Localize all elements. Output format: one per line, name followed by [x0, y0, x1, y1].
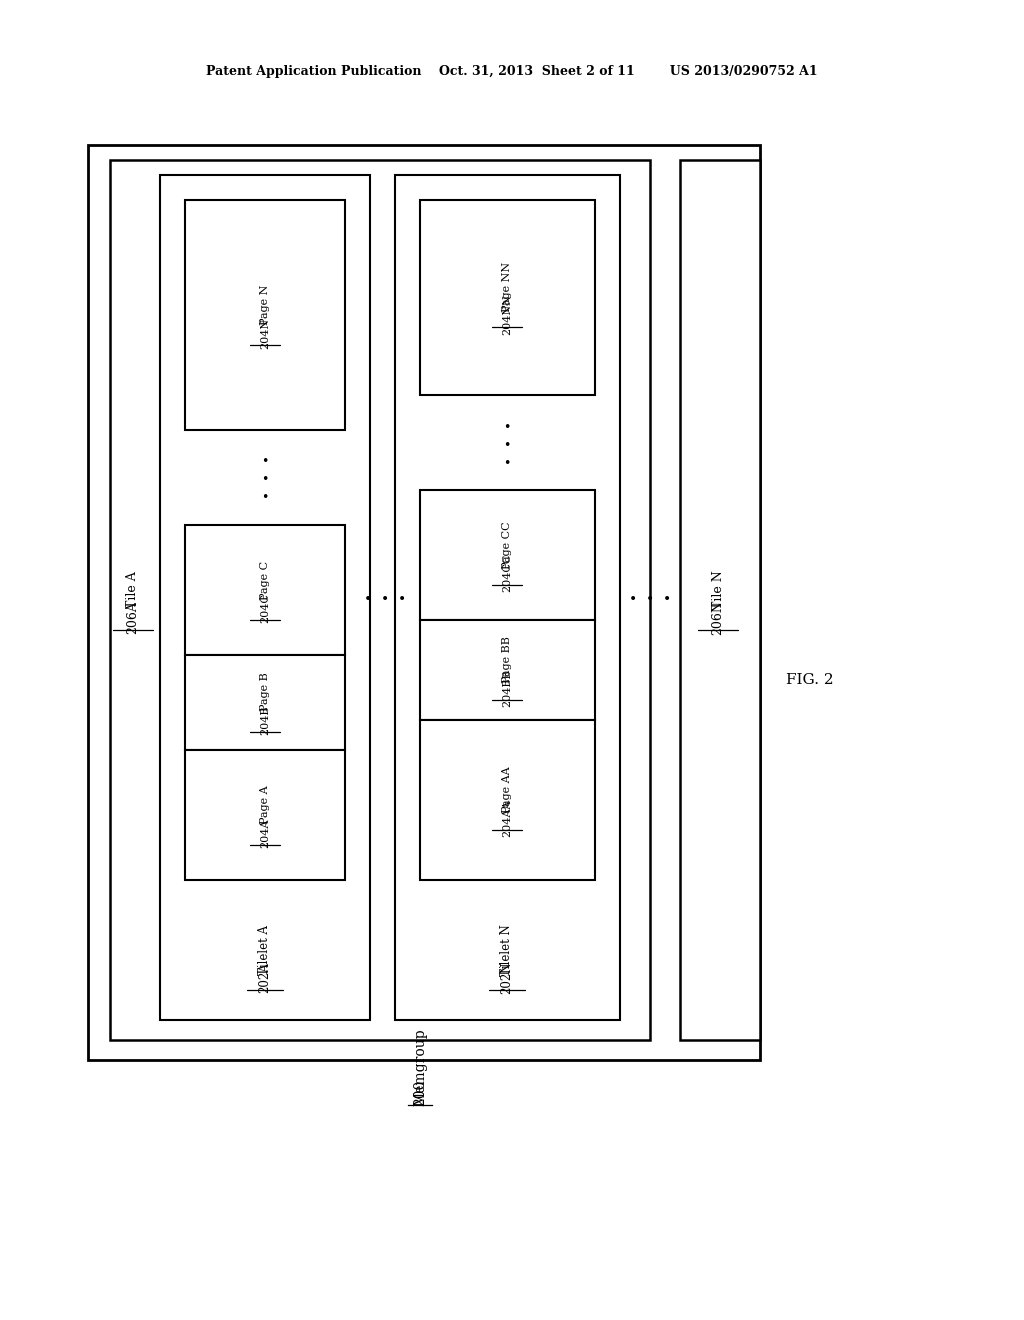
Bar	[420, 201, 595, 395]
Bar	[680, 160, 760, 1040]
Bar	[420, 490, 595, 620]
Bar	[88, 145, 760, 1060]
Text: Memgroup: Memgroup	[413, 1028, 427, 1106]
Text: 204B: 204B	[260, 705, 270, 735]
Text: Page CC: Page CC	[502, 521, 512, 569]
Text: Page BB: Page BB	[502, 636, 512, 684]
Text: 200: 200	[413, 1080, 427, 1106]
Text: 204NN: 204NN	[502, 294, 512, 335]
Text: 204A: 204A	[260, 818, 270, 847]
Bar	[110, 160, 650, 1040]
Bar	[185, 201, 345, 430]
Text: Page C: Page C	[260, 561, 270, 599]
Text: Tile N: Tile N	[712, 570, 725, 610]
Text: FIG. 2: FIG. 2	[786, 673, 834, 686]
Text: 206N: 206N	[712, 601, 725, 635]
Bar	[420, 620, 595, 719]
Text: •
•
•: • • •	[261, 455, 268, 504]
Bar	[160, 176, 370, 1020]
Text: •  •  •: • • •	[364, 593, 407, 607]
Bar	[185, 655, 345, 750]
Text: 202A: 202A	[258, 962, 271, 994]
Text: Patent Application Publication    Oct. 31, 2013  Sheet 2 of 11        US 2013/02: Patent Application Publication Oct. 31, …	[206, 66, 818, 78]
Text: Tilelet A: Tilelet A	[258, 925, 271, 975]
Text: Page B: Page B	[260, 673, 270, 711]
Text: •  •  •: • • •	[629, 593, 671, 607]
Text: 204AA: 204AA	[502, 800, 512, 837]
Text: Page A: Page A	[260, 785, 270, 824]
Text: 204N: 204N	[260, 317, 270, 348]
Bar	[185, 525, 345, 655]
Text: 204BB: 204BB	[502, 669, 512, 706]
Text: •
•
•: • • •	[504, 421, 511, 470]
Text: 206A: 206A	[127, 602, 139, 635]
Text: Page AA: Page AA	[502, 767, 512, 813]
Text: 204C: 204C	[260, 593, 270, 623]
Text: 202N: 202N	[501, 962, 513, 994]
Text: Tilelet N: Tilelet N	[501, 924, 513, 975]
Text: Page NN: Page NN	[502, 261, 512, 312]
Bar	[395, 176, 620, 1020]
Text: Page N: Page N	[260, 285, 270, 325]
Text: Tile A: Tile A	[127, 572, 139, 609]
Bar	[420, 719, 595, 880]
Bar	[185, 750, 345, 880]
Text: 204CC: 204CC	[502, 554, 512, 593]
